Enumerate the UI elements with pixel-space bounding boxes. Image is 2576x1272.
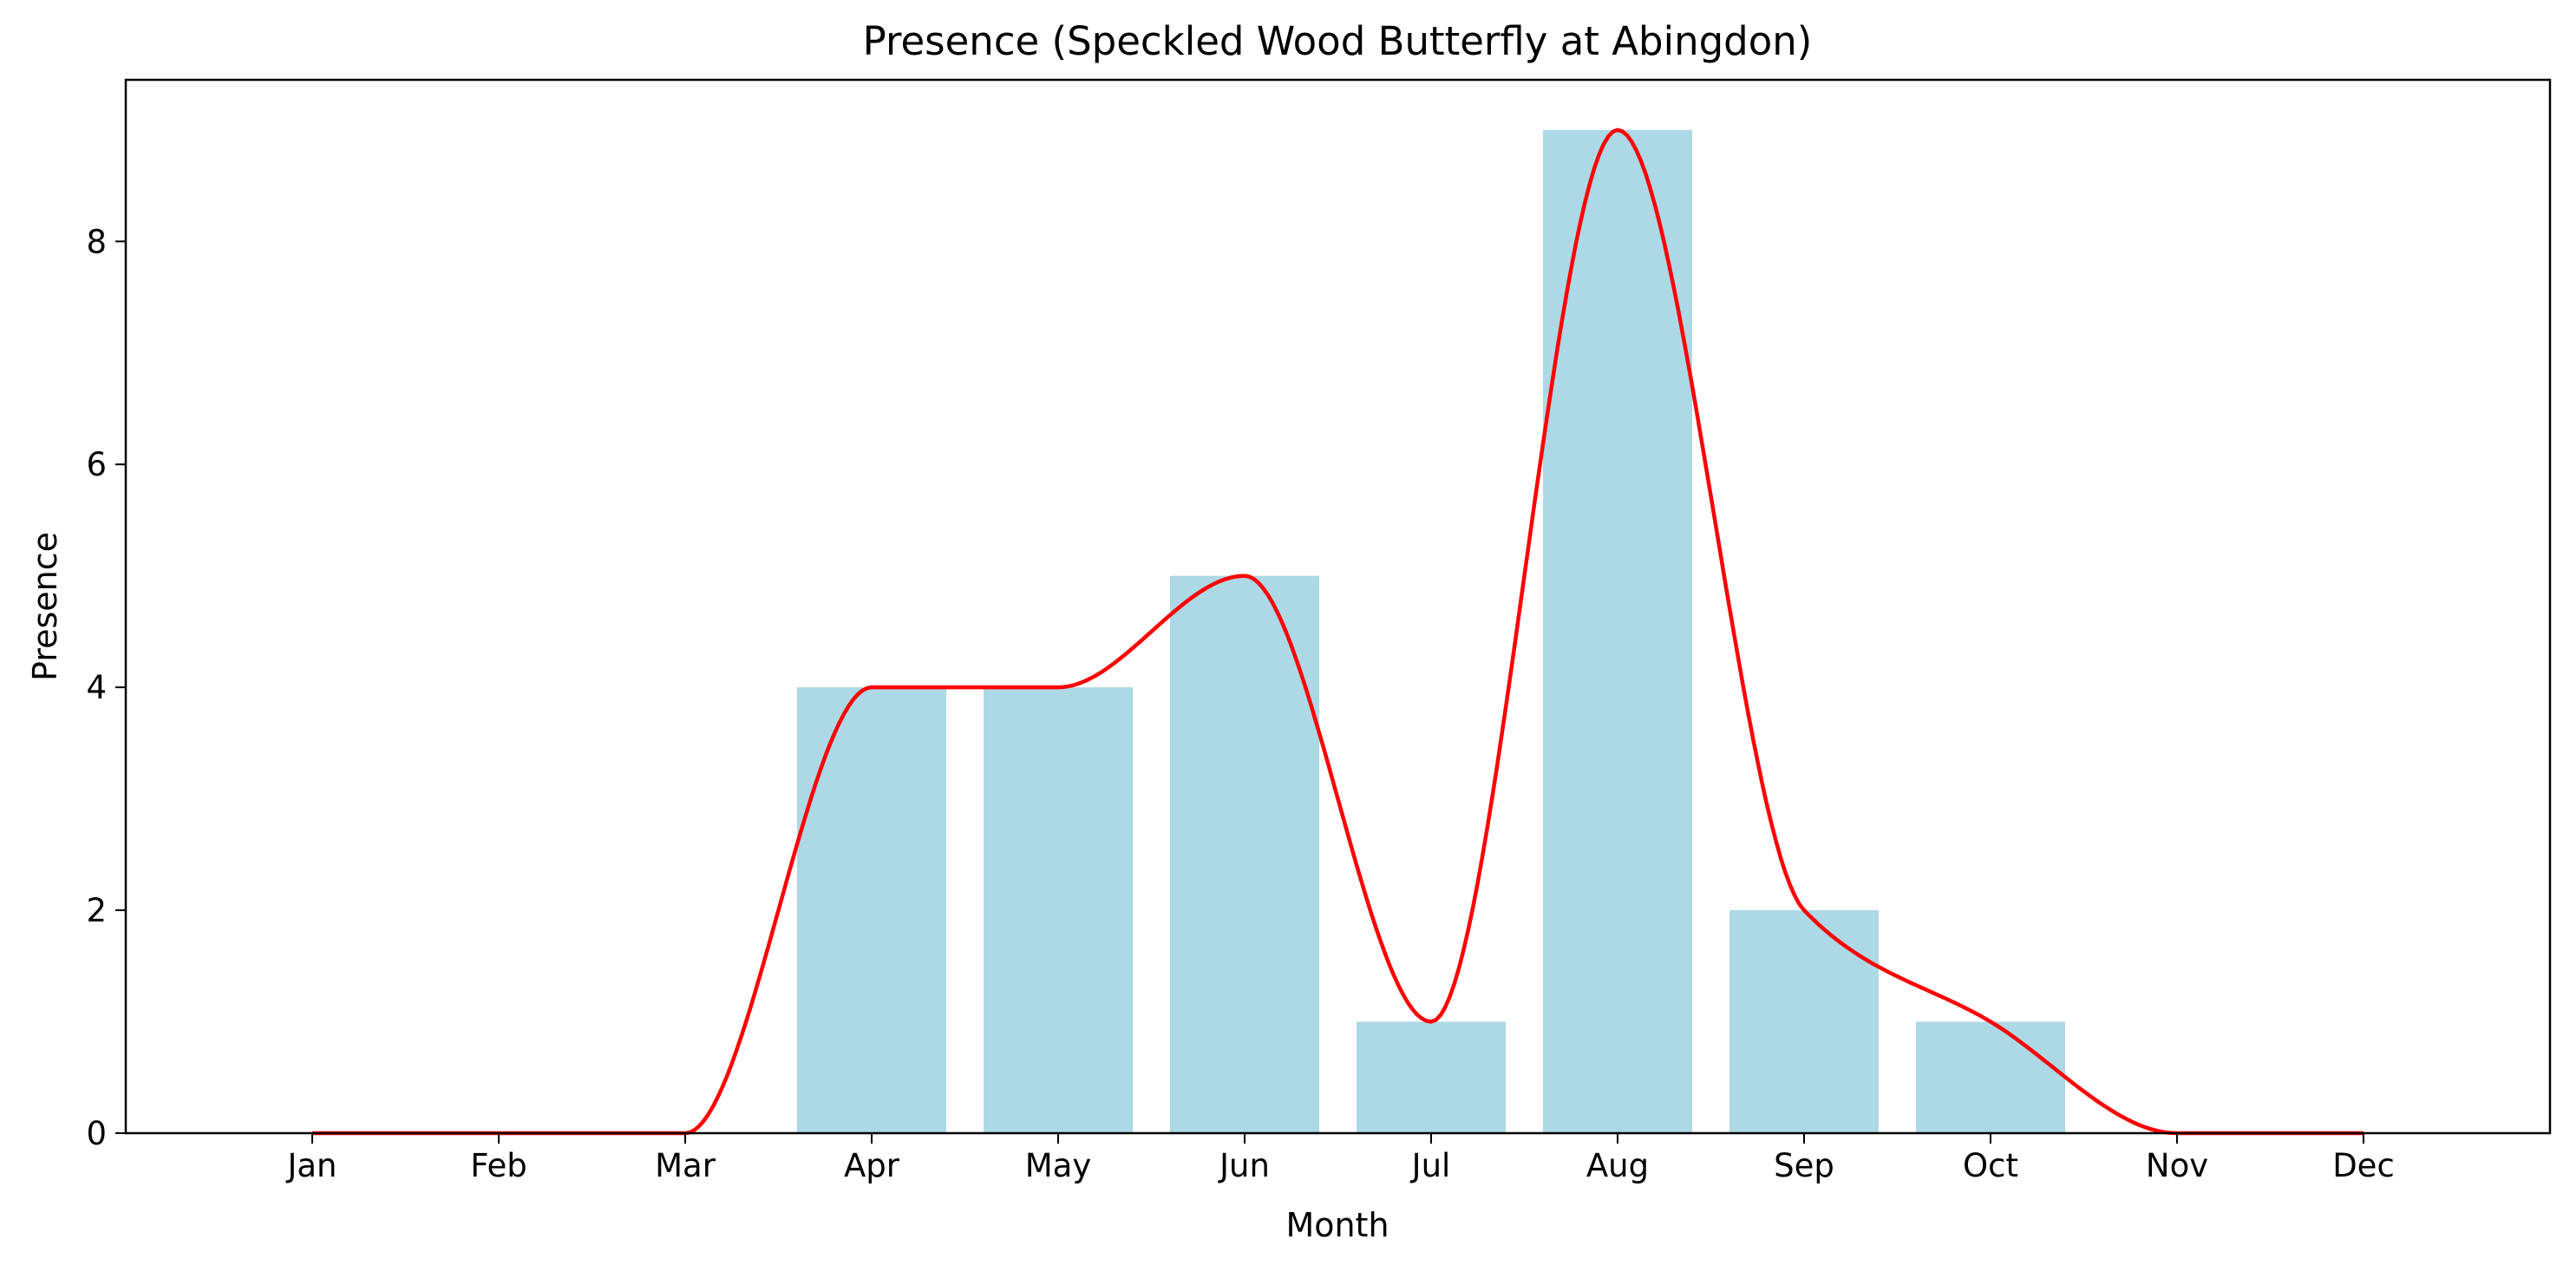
- bar-oct: [1916, 1021, 2065, 1133]
- x-tick-label: Oct: [1963, 1147, 2018, 1184]
- x-tick-label: Sep: [1774, 1147, 1834, 1184]
- y-tick-label: 6: [86, 446, 107, 483]
- bars-layer: [797, 129, 2065, 1133]
- x-tick-label: Jul: [1410, 1147, 1451, 1184]
- x-axis-label: Month: [1285, 1206, 1389, 1244]
- bar-jul: [1357, 1021, 1506, 1133]
- plot-frame: [124, 78, 2552, 1135]
- x-tick-label: Jun: [1218, 1147, 1270, 1184]
- x-tick-label: Jan: [285, 1147, 337, 1184]
- x-tick-label: Aug: [1586, 1147, 1649, 1184]
- bar-sep: [1729, 910, 1879, 1133]
- x-tick-label: Apr: [844, 1147, 900, 1184]
- bar-apr: [797, 687, 946, 1133]
- y-tick-label: 2: [86, 892, 107, 929]
- bar-aug: [1543, 129, 1692, 1133]
- x-tick-label: Mar: [655, 1147, 716, 1184]
- y-tick-label: 0: [86, 1115, 107, 1152]
- x-tick-label: Dec: [2332, 1147, 2395, 1184]
- y-tick-label: 4: [86, 669, 107, 706]
- x-tick-label: Nov: [2146, 1147, 2208, 1184]
- y-tick-label: 8: [86, 223, 107, 260]
- bar-may: [984, 687, 1133, 1133]
- x-tick-label: May: [1025, 1147, 1092, 1184]
- x-tick-label: Feb: [470, 1147, 527, 1184]
- y-axis-label: Presence: [26, 532, 64, 681]
- bar-jun: [1170, 575, 1319, 1133]
- chart-title: Presence (Speckled Wood Butterfly at Abi…: [863, 18, 1813, 64]
- y-axis: 0 2 4 6 8: [86, 223, 126, 1152]
- x-axis: Jan Feb Mar Apr May Jun Jul Aug Sep Oct Nov Dec: [285, 1133, 2395, 1184]
